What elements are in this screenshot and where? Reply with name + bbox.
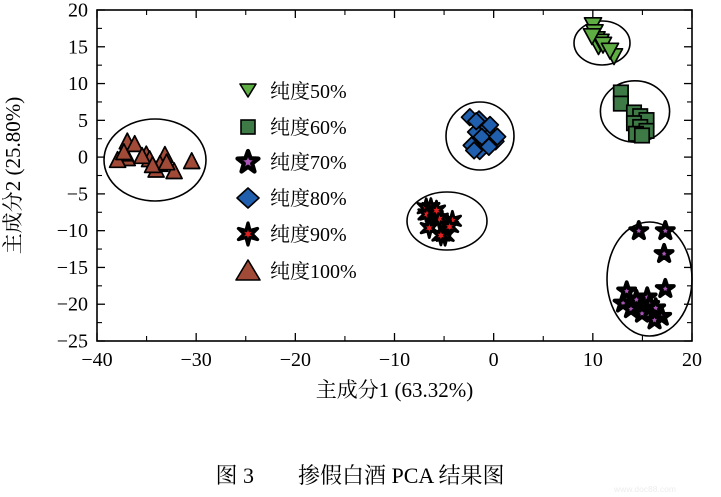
svg-text:0: 0 [78, 147, 88, 169]
svg-text:−25: −25 [57, 331, 88, 353]
svg-text:−5: −5 [67, 183, 88, 205]
svg-text:−10: −10 [379, 349, 410, 371]
svg-text:图 3 掺假白酒 PCA 结果图: 图 3 掺假白酒 PCA 结果图 [215, 463, 504, 488]
svg-text:−20: −20 [57, 294, 88, 316]
svg-text:纯度90%: 纯度90% [270, 223, 347, 246]
svg-text:−10: −10 [57, 220, 88, 242]
svg-text:15: 15 [68, 36, 88, 58]
svg-text:−30: −30 [181, 349, 212, 371]
svg-text:主成分1 (63.32%): 主成分1 (63.32%) [316, 378, 473, 402]
svg-text:−15: −15 [57, 257, 88, 279]
svg-text:20: 20 [68, 0, 88, 22]
svg-text:10: 10 [68, 73, 88, 95]
svg-text:主成分2 (25.80%): 主成分2 (25.80%) [1, 97, 25, 254]
svg-text:纯度80%: 纯度80% [270, 187, 347, 210]
svg-text:20: 20 [682, 349, 702, 371]
svg-text:纯度70%: 纯度70% [270, 151, 347, 174]
svg-text:纯度100%: 纯度100% [270, 260, 357, 283]
svg-text:10: 10 [583, 349, 603, 371]
svg-text:纯度50%: 纯度50% [270, 80, 347, 103]
svg-text:www.doc88.com: www.doc88.com [613, 484, 676, 494]
svg-text:−20: −20 [280, 349, 311, 371]
svg-text:0: 0 [489, 349, 499, 371]
svg-text:纯度60%: 纯度60% [270, 116, 347, 139]
svg-text:5: 5 [78, 110, 88, 132]
